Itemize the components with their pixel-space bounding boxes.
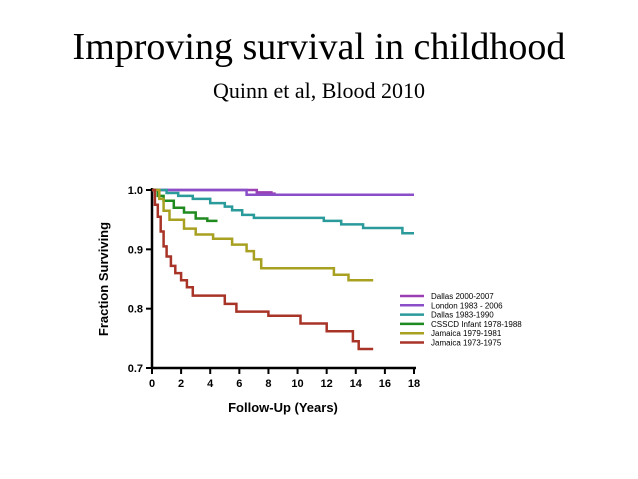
x-tick-label: 14 (350, 378, 363, 390)
x-tick-label: 8 (265, 378, 271, 390)
series-line-4 (152, 188, 374, 282)
x-tick-label: 16 (379, 378, 391, 390)
x-tick-label: 10 (291, 378, 303, 390)
legend-label-5: Jamaica 1973-1975 (431, 339, 502, 348)
series-line-5 (152, 188, 374, 351)
y-tick-label: 0.8 (128, 304, 143, 316)
x-tick-label: 12 (321, 378, 333, 390)
x-tick-label: 4 (207, 378, 214, 390)
legend-label-4: Jamaica 1979-1981 (431, 329, 502, 338)
chart-axes: 0.7 0.8 0.9 1.0 0 2 4 6 8 10 12 14 16 18 (128, 185, 420, 390)
series-line-1 (152, 188, 414, 196)
x-tick-label: 0 (149, 378, 155, 390)
y-axis-label: Fraction Surviving (96, 222, 111, 336)
x-tick-label: 18 (408, 378, 420, 390)
y-tick-label: 0.9 (128, 244, 143, 256)
y-tick-label: 1.0 (128, 185, 143, 197)
y-tick-label: 0.7 (128, 363, 143, 375)
legend-label-3: CSSCD Infant 1978-1988 (431, 320, 522, 329)
x-tick-label: 2 (178, 378, 184, 390)
x-axis-label: Follow-Up (Years) (228, 400, 338, 415)
x-tick-label: 6 (236, 378, 242, 390)
legend-label-1: London 1983 - 2006 (431, 301, 503, 310)
series-line-2 (152, 188, 414, 235)
slide-title: Improving survival in childhood (72, 26, 566, 68)
legend-label-2: Dallas 1983-1990 (431, 311, 494, 320)
legend-label-0: Dallas 2000-2007 (431, 292, 494, 301)
chart-series (152, 188, 414, 351)
slide-subtitle: Quinn et al, Blood 2010 (212, 78, 426, 103)
